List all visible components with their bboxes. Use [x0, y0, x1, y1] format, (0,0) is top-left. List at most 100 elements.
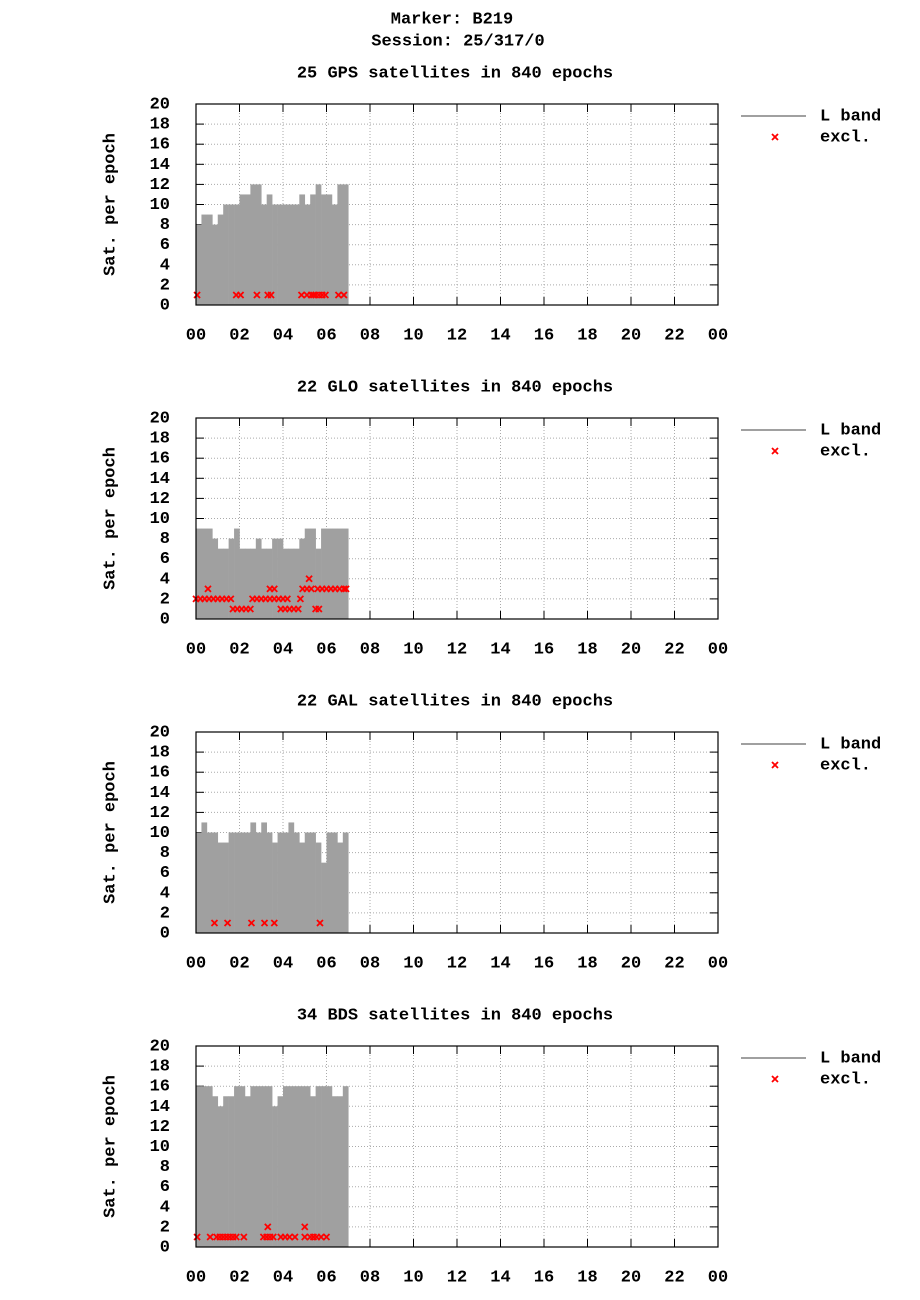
x-tick-label: 16: [534, 1268, 554, 1287]
excluded-point: [270, 919, 278, 927]
x-tick-label: 02: [229, 954, 249, 973]
area-step: [283, 1086, 289, 1247]
area-step: [217, 1106, 224, 1247]
x-tick-label: 00: [708, 954, 728, 973]
area-step: [201, 528, 208, 619]
x-tick-label: 20: [621, 1268, 641, 1287]
area-step: [217, 842, 224, 933]
area-step: [342, 1086, 349, 1247]
area-step: [239, 194, 246, 305]
legend-marker: [771, 133, 779, 141]
area-step: [283, 548, 289, 619]
area-step: [331, 204, 338, 305]
area-step: [266, 548, 273, 619]
area-step: [196, 1086, 202, 1247]
area-step: [250, 184, 257, 305]
area-step: [228, 538, 235, 619]
excluded-point: [296, 595, 305, 603]
y-tick-label: 6: [160, 236, 170, 255]
area-step: [310, 832, 316, 933]
x-tick-label: 16: [534, 640, 554, 659]
excluded-point: [246, 605, 255, 613]
area-step: [283, 832, 289, 933]
area-step: [212, 538, 219, 619]
area-step: [337, 1096, 344, 1247]
area-step: [321, 194, 327, 305]
x-tick-label: 00: [186, 1268, 206, 1287]
x-tick-label: 00: [186, 954, 206, 973]
legend-label: L band: [820, 107, 881, 126]
x-tick-label: 02: [229, 640, 249, 659]
area-step: [321, 862, 327, 933]
x-tick-label: 08: [360, 954, 380, 973]
excluded-point: [283, 595, 291, 603]
y-tick-label: 12: [150, 176, 170, 195]
area-step: [212, 832, 219, 933]
area-step: [310, 528, 316, 619]
y-tick-label: 4: [160, 256, 170, 275]
y-tick-label: 16: [150, 136, 170, 155]
area-step: [310, 194, 316, 305]
y-tick-label: 6: [160, 864, 170, 883]
excluded-point: [285, 1233, 294, 1241]
area-step: [288, 548, 295, 619]
area-step: [342, 528, 349, 619]
area-step: [315, 548, 322, 619]
area-step: [239, 832, 246, 933]
y-tick-label: 18: [150, 116, 170, 135]
excluded-point: [270, 585, 278, 593]
y-tick-label: 2: [160, 904, 170, 923]
x-tick-label: 12: [447, 954, 467, 973]
excluded-point: [264, 1223, 272, 1231]
y-tick-label: 2: [160, 590, 170, 609]
area-step: [223, 204, 229, 305]
legend-label: excl.: [820, 1070, 871, 1089]
area-step: [201, 1086, 208, 1247]
area-step: [288, 204, 295, 305]
area-step: [293, 204, 300, 305]
y-tick-label: 4: [160, 570, 170, 589]
y-axis-label: Sat. per epoch: [101, 761, 120, 904]
y-tick-label: 10: [150, 196, 170, 215]
excluded-point: [193, 291, 201, 299]
legend-label: excl.: [820, 128, 871, 147]
area-step: [293, 1086, 300, 1247]
excluded-point: [247, 919, 256, 927]
area-step: [315, 184, 322, 305]
x-tick-label: 12: [447, 1268, 467, 1287]
area-step: [217, 548, 224, 619]
area-step: [342, 832, 349, 933]
y-axis-label: Sat. per epoch: [101, 133, 120, 276]
area-step: [244, 832, 251, 933]
y-tick-label: 20: [150, 409, 170, 428]
y-tick-label: 20: [150, 95, 170, 114]
session: Session: 25/317/0: [371, 32, 544, 51]
area-step: [255, 1086, 262, 1247]
area-step: [321, 1086, 327, 1247]
y-tick-label: 0: [160, 1238, 170, 1257]
x-tick-label: 18: [577, 326, 597, 345]
excluded-point: [269, 1233, 277, 1241]
y-tick-label: 8: [160, 216, 170, 235]
area-step: [250, 822, 257, 933]
y-tick-label: 4: [160, 1198, 170, 1217]
y-tick-label: 16: [150, 450, 170, 469]
area-step: [326, 1086, 333, 1247]
area-step: [304, 1086, 311, 1247]
x-tick-label: 20: [621, 954, 641, 973]
excluded-point: [291, 1233, 299, 1241]
area-step: [234, 1086, 240, 1247]
x-tick-label: 12: [447, 326, 467, 345]
x-tick-label: 06: [316, 326, 336, 345]
area-step: [261, 1086, 267, 1247]
excluded-point: [321, 291, 330, 299]
legend-marker: [771, 761, 779, 769]
area-step: [337, 842, 344, 933]
area-step: [239, 548, 246, 619]
area-step: [228, 832, 235, 933]
excluded-point: [204, 585, 212, 593]
y-tick-label: 12: [150, 804, 170, 823]
excluded-point: [301, 1223, 309, 1231]
